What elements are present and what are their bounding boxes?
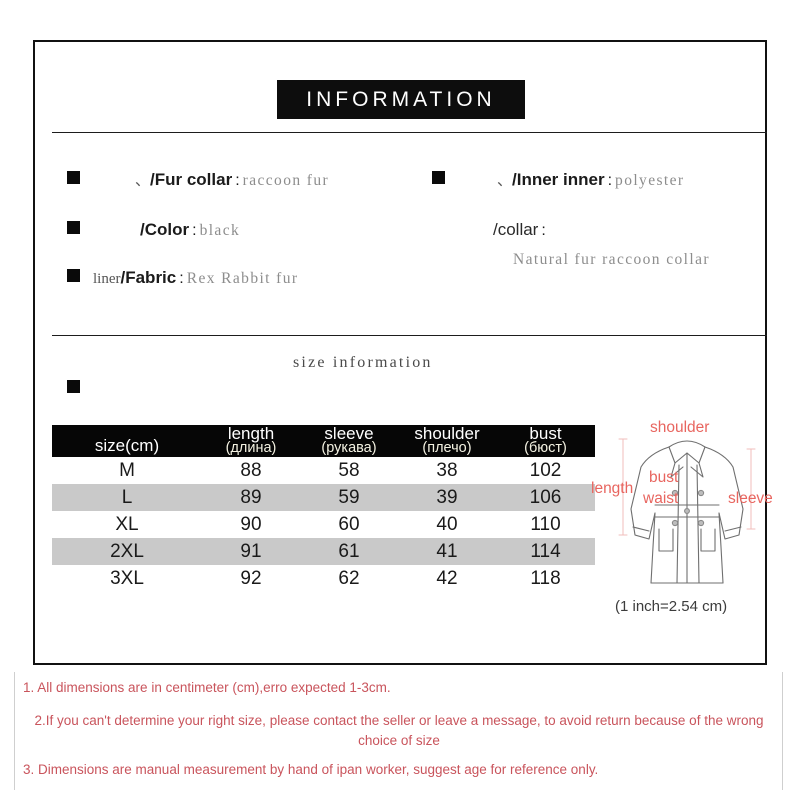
cell-shoulder: 39 [398, 484, 496, 511]
table-header-bust-ru: (бюст) [524, 440, 567, 457]
divider-middle [52, 335, 767, 336]
cell-size: 2XL [52, 538, 202, 565]
footer-note-2: 2.If you can't determine your right size… [34, 713, 764, 748]
diagram-label-waist: waist [643, 490, 679, 507]
cell-sleeve: 60 [300, 511, 398, 538]
spec-fabric-prefix: liner [93, 271, 121, 287]
cell-bust: 118 [496, 565, 595, 592]
table-row: 3XL 92 62 42 118 [52, 565, 595, 592]
bullet-square-icon-fur-collar [67, 171, 80, 184]
cell-sleeve: 61 [300, 538, 398, 565]
spec-inner-inner-colon: : [607, 172, 613, 189]
spec-color-value: black [199, 222, 241, 239]
spec-fur-collar-colon: : [235, 172, 240, 189]
information-banner-title: INFORMATION [306, 87, 496, 111]
footer-note-1: 1. All dimensions are in centimeter (cm)… [23, 680, 391, 695]
cell-bust: 114 [496, 538, 595, 565]
diagram-label-sleeve: sleeve [728, 490, 773, 507]
cell-sleeve: 59 [300, 484, 398, 511]
table-header-shoulder: shoulder (плечо) [398, 425, 496, 457]
spec-collar-value-row: Natural fur raccoon collar [513, 250, 767, 269]
cell-bust: 110 [496, 511, 595, 538]
table-header-sleeve: sleeve (рукава) [300, 425, 398, 457]
spec-color: /Color: black [140, 220, 240, 240]
spec-fur-collar-value: raccoon fur [242, 172, 330, 189]
information-banner: INFORMATION [277, 80, 525, 119]
cell-size: 3XL [52, 565, 202, 592]
cell-size: XL [52, 511, 202, 538]
table-row: M 88 58 38 102 [52, 457, 595, 484]
cell-bust: 102 [496, 457, 595, 484]
spec-collar-colon: : [541, 222, 546, 239]
table-header-length-ru: (длина) [225, 440, 277, 457]
cell-length: 92 [202, 565, 300, 592]
spec-inner-inner-label: /Inner inner [512, 170, 605, 189]
spec-color-label: /Color [140, 220, 190, 239]
table-header-shoulder-ru: (плечо) [422, 440, 472, 457]
cell-shoulder: 40 [398, 511, 496, 538]
cell-length: 91 [202, 538, 300, 565]
divider-top [52, 132, 767, 133]
cell-bust: 106 [496, 484, 595, 511]
table-header-sleeve-ru: (рукава) [321, 440, 377, 457]
spec-fabric-label: /Fabric [120, 268, 177, 287]
cell-shoulder: 41 [398, 538, 496, 565]
cell-length: 89 [202, 484, 300, 511]
footer-notes-region: 1. All dimensions are in centimeter (cm)… [14, 672, 783, 790]
spec-inner-inner-value: polyester [615, 172, 685, 189]
inch-conversion-note: (1 inch=2.54 cm) [615, 598, 728, 615]
footer-note-3: 3. Dimensions are manual measurement by … [23, 762, 599, 777]
table-header-shoulder-en: shoulder [414, 424, 480, 444]
table-header-bust-en: bust [529, 424, 562, 444]
cell-size: M [52, 457, 202, 484]
table-row: 2XL 91 61 41 114 [52, 538, 595, 565]
cell-size: L [52, 484, 202, 511]
table-row: XL 90 60 40 110 [52, 511, 595, 538]
spec-inner-inner-prefix: 、 [497, 173, 513, 189]
spec-collar: /collar: [493, 220, 549, 240]
table-row: L 89 59 39 106 [52, 484, 595, 511]
table-header-size-en: size(cm) [94, 435, 160, 455]
coat-measurement-diagram: shoulder bust waist length sleeve [591, 417, 773, 592]
spec-fur-collar-label: /Fur collar [150, 170, 233, 189]
table-header-length-en: length [227, 424, 275, 444]
cell-length: 90 [202, 511, 300, 538]
bullet-square-icon-color [67, 221, 80, 234]
table-header-length: length (длина) [202, 425, 300, 457]
spec-inner-inner: 、/Inner inner: polyester [497, 170, 684, 190]
size-chart-table: size(cm) length (длина) sleeve (рукава) [52, 425, 595, 592]
spec-color-colon: : [192, 222, 197, 239]
table-header-size: size(cm) [52, 425, 202, 457]
spec-fabric: liner/Fabric: Rex Rabbit fur [93, 268, 298, 288]
diagram-label-length: length [591, 480, 634, 497]
spec-collar-label: /collar [493, 220, 539, 239]
diagram-label-bust: bust [649, 469, 679, 486]
spec-fur-collar: 、/Fur collar: raccoon fur [135, 170, 329, 190]
spec-fur-collar-prefix: 、 [135, 173, 151, 189]
cell-length: 88 [202, 457, 300, 484]
cell-shoulder: 38 [398, 457, 496, 484]
table-header-row: size(cm) length (длина) sleeve (рукава) [52, 425, 595, 457]
cell-shoulder: 42 [398, 565, 496, 592]
information-panel: INFORMATION 、/Fur collar: raccoon fur /Co… [33, 40, 773, 665]
bullet-square-icon-fabric [67, 269, 80, 282]
diagram-label-shoulder: shoulder [650, 419, 710, 436]
coat-outline-icon [618, 438, 756, 584]
spec-fabric-colon: : [179, 270, 184, 287]
table-header-sleeve-en: sleeve [324, 424, 374, 444]
size-information-heading: size information [293, 354, 433, 371]
bullet-square-icon-size-information [67, 380, 80, 393]
spec-fabric-value: Rex Rabbit fur [186, 270, 299, 287]
bullet-square-icon-inner-inner [432, 171, 445, 184]
cell-sleeve: 62 [300, 565, 398, 592]
spec-collar-value: Natural fur raccoon collar [513, 251, 710, 268]
cell-sleeve: 58 [300, 457, 398, 484]
table-header-bust: bust (бюст) [496, 425, 595, 457]
